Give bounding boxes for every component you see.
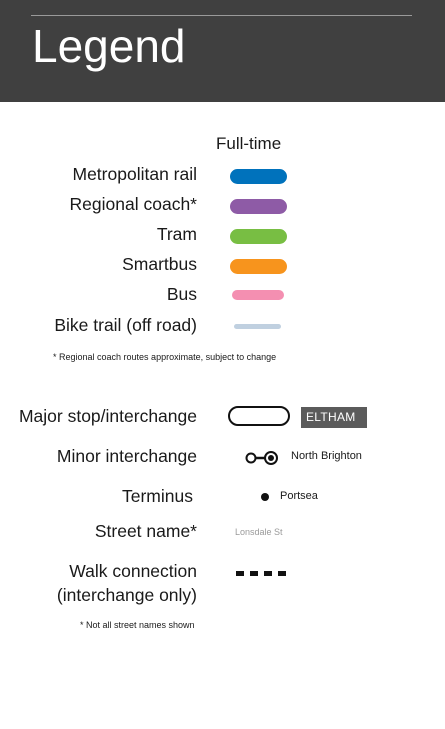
- swatch-bus: [232, 290, 284, 300]
- label-walk-connection: Walk connection: [69, 561, 197, 581]
- major-stop-example: ELTHAM: [301, 407, 367, 428]
- header-rule: [31, 15, 412, 16]
- legend-title: Legend: [32, 20, 186, 72]
- swatch-metropolitan-rail: [230, 169, 287, 184]
- legend-header: Legend: [0, 0, 445, 102]
- label-bike-trail: Bike trail (off road): [54, 315, 197, 335]
- label-tram: Tram: [156, 224, 197, 244]
- minor-interchange-example: North Brighton: [291, 450, 362, 462]
- full-time-heading: Full-time: [216, 134, 282, 153]
- label-regional-coach: Regional coach*: [69, 194, 197, 214]
- walk-connection-symbol: [236, 571, 286, 576]
- swatch-bike-trail: [234, 324, 281, 329]
- street-name-example: Lonsdale St: [235, 527, 283, 537]
- label-street-name: Street name*: [94, 521, 197, 541]
- terminus-dot: [261, 493, 269, 501]
- terminus-example: Portsea: [280, 490, 318, 502]
- regional-coach-footnote: * Regional coach routes approximate, sub…: [53, 352, 277, 362]
- swatch-regional-coach: [230, 199, 287, 214]
- label-smartbus: Smartbus: [122, 254, 197, 274]
- swatch-smartbus: [230, 259, 287, 274]
- label-minor-interchange: Minor interchange: [56, 446, 197, 466]
- major-stop-symbol: [228, 406, 290, 426]
- street-names-footnote: * Not all street names shown: [80, 620, 195, 630]
- swatch-tram: [230, 229, 287, 244]
- minor-interchange-symbol: [245, 451, 278, 465]
- label-bus: Bus: [166, 284, 197, 304]
- label-walk-interchange-only: (interchange only): [56, 585, 197, 605]
- label-major-stop: Major stop/interchange: [18, 406, 197, 426]
- label-metropolitan-rail: Metropolitan rail: [72, 164, 198, 184]
- label-terminus: Terminus: [122, 486, 193, 506]
